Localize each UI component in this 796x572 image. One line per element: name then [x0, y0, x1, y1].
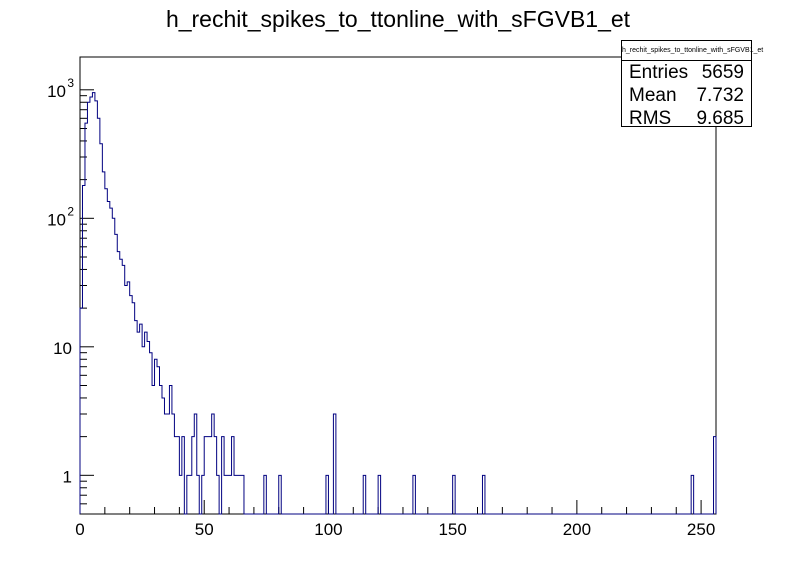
- stats-box: h_rechit_spikes_to_ttonline_with_sFGVB1_…: [621, 40, 763, 130]
- y-tick-label: 10: [47, 210, 66, 229]
- stats-row-mean: Mean 7.732: [622, 84, 751, 107]
- x-tick-label: 200: [563, 520, 591, 539]
- stats-row-entries: Entries 5659: [622, 61, 751, 84]
- stats-label: Entries: [629, 62, 689, 83]
- stats-value: 5659: [701, 62, 744, 83]
- stats-label: RMS: [629, 108, 672, 129]
- chart-title: h_rechit_spikes_to_ttonline_with_sFGVB1_…: [165, 6, 631, 32]
- stats-label: Mean: [629, 85, 677, 106]
- y-tick-exponent: 3: [67, 76, 74, 90]
- stats-value: 7.732: [696, 85, 744, 106]
- stats-box-title: h_rechit_spikes_to_ttonline_with_sFGVB1_…: [622, 41, 763, 61]
- x-tick-label: 150: [438, 520, 466, 539]
- y-tick-label: 10: [53, 339, 72, 358]
- stats-value: 9.685: [696, 108, 744, 129]
- x-tick-label: 100: [314, 520, 342, 539]
- histogram-line: [79, 92, 717, 515]
- y-tick-label: 10: [47, 82, 66, 101]
- x-tick-label: 0: [75, 520, 84, 539]
- y-tick-exponent: 2: [67, 204, 74, 218]
- stats-row-rms: RMS 9.685: [622, 107, 751, 130]
- x-tick-label: 50: [195, 520, 214, 539]
- x-tick-label: 250: [687, 520, 715, 539]
- y-tick-label: 1: [63, 467, 72, 486]
